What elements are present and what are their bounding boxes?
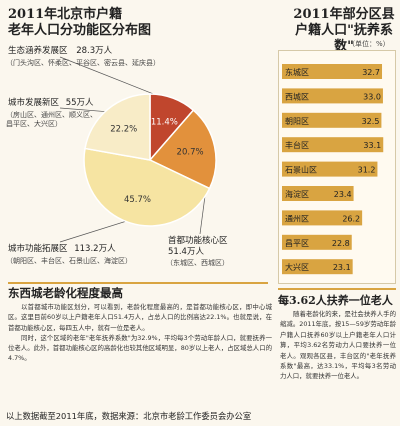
pie-labels: 11.4% 20.7% 45.7% 22.2% xyxy=(110,118,203,205)
bar-category-label: 昌平区 xyxy=(285,239,309,248)
pie-slice xyxy=(148,109,217,190)
bar-category-label: 东城区 xyxy=(285,67,309,77)
bar xyxy=(282,210,363,226)
bar xyxy=(282,112,382,128)
left-chart-title-line1: 2011年北京市户籍 xyxy=(8,7,123,22)
region-value: 113.2 xyxy=(74,244,99,254)
article-right-headline: 每3.62人扶养一位老人 xyxy=(278,294,393,307)
bar-category-label: 西城区 xyxy=(285,92,309,101)
bar xyxy=(282,137,384,153)
divider-right xyxy=(278,288,396,290)
bar-value-label: 32.7 xyxy=(362,68,380,77)
region-unit: 万人 xyxy=(186,247,204,257)
region-unit: 万人 xyxy=(76,98,94,108)
region-sub-line: 昌平区、大兴区） xyxy=(6,120,62,128)
bar xyxy=(282,186,354,201)
bar-value-label: 32.5 xyxy=(362,117,380,126)
bar-category-label: 朝阳区 xyxy=(285,117,309,126)
region-unit: 万人 xyxy=(95,46,113,56)
region-label-ext: 城市功能拓展区 113.2万人 xyxy=(8,244,116,255)
bar xyxy=(282,259,353,275)
bar xyxy=(282,88,383,104)
left-chart-title: 2011年北京市户籍 老年人口分功能区分布图 xyxy=(8,7,151,39)
bar xyxy=(282,161,378,177)
bar-value-label: 23.1 xyxy=(333,263,351,272)
pie-slices xyxy=(83,93,217,227)
bar-marks: 东城区 32.7 西城区 33.0 朝阳区 32.5 丰台区 33.1 石景山区 31.2 海淀区 2… xyxy=(282,64,384,275)
region-sub-new: （房山区、通州区、顺义区、 昌平区、大兴区） xyxy=(6,111,97,129)
bar-category-label: 通州区 xyxy=(285,213,309,223)
region-label-new: 城市发展新区 55万人 xyxy=(8,98,94,109)
region-name: 城市发展新区 xyxy=(8,98,60,108)
left-chart-title-line2: 老年人口分功能区分布图 xyxy=(8,23,152,38)
divider-left xyxy=(8,282,268,284)
bar-category-label: 大兴区 xyxy=(285,262,309,272)
region-label-core: 首都功能核心区 51.4万人 xyxy=(168,236,268,258)
footer-note: 以上数据截至2011年底，数据来源：北京市老龄工作委员会办公室 xyxy=(6,411,252,421)
article-left-paragraph: 同时，这个区域的老年"老年抚养系数"为32.9%，平均每3个劳动年龄人口，就要抚… xyxy=(8,333,272,363)
right-chart-title: 2011年部分区县 户籍人口"抚养系数" xyxy=(288,7,400,55)
right-chart-unit: （单位：%） xyxy=(348,40,390,48)
pie-slice xyxy=(83,147,211,227)
region-sub-eco: （门头沟区、怀柔区、平谷区、密云县、延庆县） xyxy=(6,59,160,67)
region-value: 51.4 xyxy=(168,247,187,257)
article-right-body: 随着老龄化的来，是社会扶养人手的缩减。2011年底，按15—59岁劳动年龄户籍人… xyxy=(280,309,396,382)
article-left-paragraph: 以首都城市功能区划分，可以看到，老龄化程度最高的，是首都功能核心区，即中心城区。… xyxy=(8,303,272,332)
region-name: 城市功能拓展区 xyxy=(8,244,68,254)
bar-value-label: 23.4 xyxy=(334,190,352,199)
article-left-headline: 东西城老龄化程度最高 xyxy=(8,286,123,300)
article-right-paragraph: 随着老龄化的来，是社会扶养人手的缩减。2011年底，按15—59岁劳动年龄户籍人… xyxy=(280,310,396,381)
region-sub-core: （东城区、西城区） xyxy=(166,259,229,267)
region-label-eco: 生态涵养发展区 28.3万人 xyxy=(8,46,112,57)
bar-category-label: 石景山区 xyxy=(285,165,317,175)
region-value: 55 xyxy=(65,98,77,108)
pie-slice xyxy=(84,93,151,161)
bar xyxy=(282,234,352,250)
right-chart-title-line1: 2011年部分区县 xyxy=(293,7,395,22)
article-left-body: 以首都城市功能区划分，可以看到，老龄化程度最高的，是首都功能核心区，即中心城区。… xyxy=(8,302,272,364)
pie-slice-label: 20.7% xyxy=(177,148,204,158)
pie-slice-label: 45.7% xyxy=(124,195,151,205)
pie-slice-label: 11.4% xyxy=(151,118,178,128)
bar-value-label: 22.8 xyxy=(332,239,350,248)
bar-value-label: 33.0 xyxy=(363,92,381,101)
pie-chart: 11.4% 20.7% 45.7% 22.2% xyxy=(59,56,217,243)
region-value: 28.3 xyxy=(76,46,96,56)
pie-leader-line xyxy=(59,219,131,243)
bar xyxy=(282,64,383,79)
bar-category-label: 丰台区 xyxy=(285,140,309,150)
region-name: 生态涵养发展区 xyxy=(8,46,68,56)
bar-chart: 东城区 32.7 西城区 33.0 朝阳区 32.5 丰台区 33.1 石景山区 31.2 海淀区 2… xyxy=(282,64,384,275)
pie-slice-label: 22.2% xyxy=(110,125,137,135)
bar-value-label: 33.1 xyxy=(363,141,381,150)
region-sub-line: （房山区、通州区、顺义区、 xyxy=(6,111,97,119)
bar-value-label: 31.2 xyxy=(358,166,376,175)
region-sub-ext: （朝阳区、丰台区、石景山区、海淀区） xyxy=(6,257,132,265)
pie-leader-line xyxy=(59,107,110,113)
bar-value-label: 26.2 xyxy=(342,214,360,223)
bar-category-label: 海淀区 xyxy=(285,189,309,199)
region-unit: 万人 xyxy=(98,244,116,254)
region-name: 首都功能核心区 xyxy=(168,236,228,246)
